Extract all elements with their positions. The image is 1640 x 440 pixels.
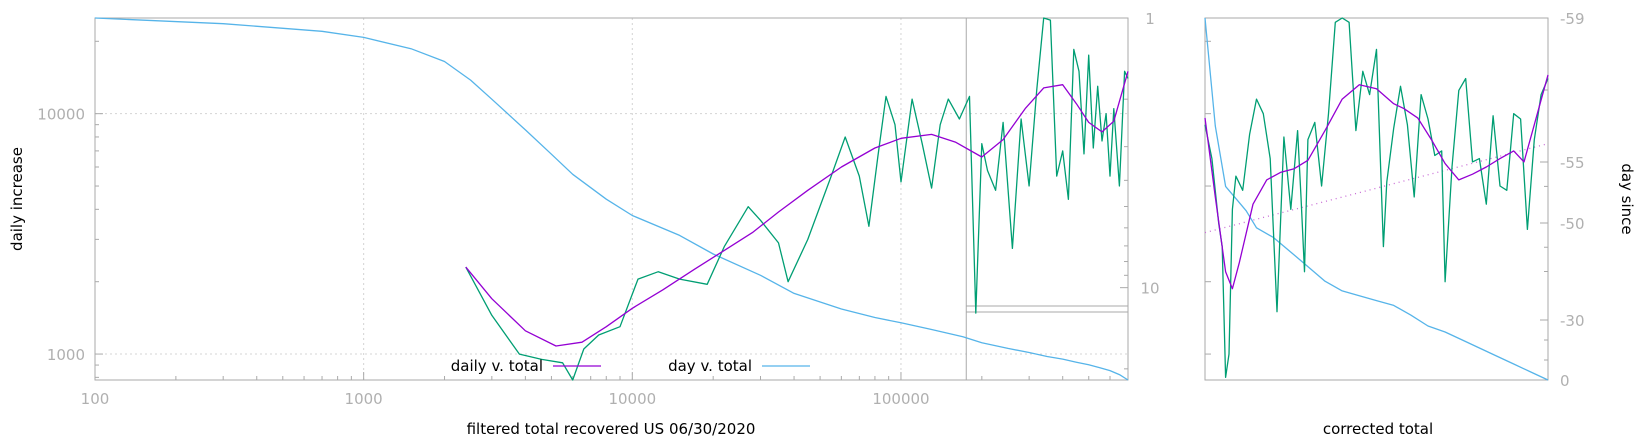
series-line-raw-daily: [465, 17, 1129, 381]
side-series-line-2: [1204, 143, 1549, 234]
y-tick-label: 10000: [37, 106, 85, 124]
side-series: [1204, 17, 1549, 381]
side-chart: -59 -55 -50 -30 0 corrected total day since: [1204, 10, 1636, 438]
x-tick-label: 1000: [345, 390, 383, 408]
x-tick-label: 100000: [872, 390, 929, 408]
x-axis-label: filtered total recovered US 06/30/2020: [467, 420, 756, 438]
main-chart: 100 1000 10000 100000 1000 10000 1 10 filtered …: [8, 10, 1160, 438]
main-vertical-marker: [965, 18, 1128, 380]
series-line-daily-v-total: [465, 71, 1129, 347]
legend-label-day: day v. total: [668, 357, 752, 375]
main-plot-frame: [94, 17, 1129, 381]
series-line-day-v-total: [94, 17, 1129, 381]
y-tick-label: 1000: [47, 346, 85, 364]
side-x-axis-label: corrected total: [1323, 420, 1433, 438]
side-ticks: -59 -55 -50 -30 0: [1205, 10, 1585, 390]
y-axis-label: daily increase: [8, 147, 26, 251]
main-ticks: 100 1000 10000 100000 1000 10000 1 10: [37, 10, 1159, 408]
side-series-line-0: [1204, 74, 1549, 290]
side-y2-tick-label: -30: [1560, 312, 1585, 330]
x-tick-label: 10000: [608, 390, 656, 408]
side-y2-tick-label: 0: [1560, 372, 1570, 390]
side-y2-axis-label: day since: [1618, 163, 1636, 234]
x-tick-label: 100: [81, 390, 110, 408]
y2-tick-label: 10: [1140, 280, 1159, 298]
side-y2-tick-label: -55: [1560, 154, 1585, 172]
side-series-line-1: [1204, 17, 1549, 379]
legend-label-daily: daily v. total: [451, 357, 543, 375]
side-plot-frame: [1204, 17, 1549, 381]
main-series: [94, 17, 1129, 381]
legend: daily v. total day v. total: [451, 357, 810, 375]
side-y2-tick-label: -50: [1560, 215, 1585, 233]
side-y2-tick-label: -59: [1560, 10, 1585, 28]
y2-tick-label: 1: [1145, 10, 1155, 28]
side-series-line-3: [1204, 17, 1549, 381]
